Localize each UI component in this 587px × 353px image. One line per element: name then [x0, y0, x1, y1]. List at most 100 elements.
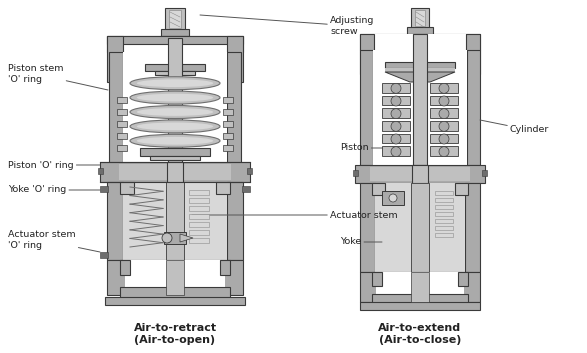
Bar: [166, 182, 184, 260]
Circle shape: [439, 134, 449, 144]
Text: Air-to-retract
(Air-to-open): Air-to-retract (Air-to-open): [133, 323, 217, 345]
Ellipse shape: [137, 137, 213, 145]
Bar: [107, 260, 243, 295]
Circle shape: [391, 134, 401, 144]
Bar: [100, 186, 108, 192]
Bar: [360, 50, 373, 165]
Bar: [435, 226, 453, 230]
Bar: [117, 145, 127, 151]
Bar: [430, 96, 458, 105]
Bar: [189, 198, 209, 203]
Bar: [411, 272, 429, 302]
Bar: [435, 198, 453, 202]
Bar: [242, 186, 250, 192]
Bar: [430, 83, 458, 93]
Bar: [120, 287, 230, 299]
Bar: [355, 165, 485, 183]
Circle shape: [162, 233, 172, 243]
Ellipse shape: [137, 79, 213, 87]
Bar: [125, 260, 225, 295]
Bar: [117, 133, 127, 139]
Bar: [223, 109, 233, 115]
Bar: [161, 29, 189, 36]
Bar: [372, 294, 468, 304]
Text: Piston 'O' ring: Piston 'O' ring: [8, 161, 100, 169]
Bar: [435, 205, 453, 209]
Bar: [385, 62, 455, 68]
Bar: [407, 27, 433, 34]
Circle shape: [391, 96, 401, 106]
Circle shape: [439, 96, 449, 106]
Bar: [412, 165, 428, 183]
Bar: [167, 162, 183, 182]
Circle shape: [439, 146, 449, 157]
Ellipse shape: [137, 94, 213, 102]
Bar: [430, 146, 458, 156]
Text: Adjusting
screw: Adjusting screw: [200, 15, 375, 36]
Ellipse shape: [130, 106, 220, 119]
Bar: [376, 272, 464, 302]
Bar: [105, 297, 245, 305]
Bar: [220, 260, 230, 275]
Bar: [466, 34, 480, 74]
Bar: [373, 50, 467, 165]
Bar: [435, 219, 453, 223]
Circle shape: [391, 121, 401, 131]
Bar: [382, 121, 410, 131]
Bar: [107, 182, 123, 260]
Ellipse shape: [130, 77, 220, 90]
Bar: [123, 52, 227, 172]
Circle shape: [439, 121, 449, 131]
Bar: [227, 182, 243, 260]
Bar: [458, 272, 468, 286]
Bar: [372, 183, 385, 195]
Bar: [120, 182, 134, 194]
Ellipse shape: [130, 91, 220, 104]
Bar: [168, 38, 182, 165]
Polygon shape: [180, 234, 193, 242]
Bar: [189, 238, 209, 243]
Bar: [140, 148, 210, 156]
Bar: [223, 133, 233, 139]
Bar: [164, 232, 186, 244]
Text: Air-to-extend
(Air-to-close): Air-to-extend (Air-to-close): [379, 323, 461, 345]
Bar: [372, 272, 382, 286]
Bar: [360, 272, 480, 302]
Wedge shape: [123, 60, 141, 78]
Bar: [247, 168, 252, 174]
Bar: [100, 162, 250, 182]
Circle shape: [391, 83, 401, 93]
Bar: [150, 156, 200, 160]
Bar: [123, 38, 227, 52]
Bar: [189, 214, 209, 219]
Text: Cylinder: Cylinder: [480, 120, 549, 134]
Bar: [120, 260, 130, 275]
Ellipse shape: [130, 134, 220, 147]
Bar: [430, 108, 458, 118]
Bar: [189, 190, 209, 195]
Bar: [155, 71, 195, 75]
Bar: [465, 183, 480, 272]
Bar: [166, 260, 184, 295]
Bar: [353, 170, 358, 176]
Wedge shape: [209, 60, 227, 78]
Bar: [165, 8, 185, 30]
Ellipse shape: [137, 108, 213, 116]
Bar: [223, 121, 233, 127]
Circle shape: [439, 109, 449, 119]
Bar: [413, 34, 427, 165]
Bar: [360, 34, 480, 50]
Circle shape: [391, 146, 401, 157]
Bar: [109, 52, 123, 172]
Bar: [382, 83, 410, 93]
Bar: [375, 183, 465, 272]
Bar: [467, 50, 480, 165]
Bar: [107, 36, 243, 52]
Bar: [98, 168, 103, 174]
Bar: [100, 252, 108, 258]
Bar: [145, 64, 205, 71]
Bar: [119, 164, 231, 180]
Bar: [169, 10, 181, 28]
Bar: [360, 302, 480, 310]
Bar: [227, 36, 243, 82]
